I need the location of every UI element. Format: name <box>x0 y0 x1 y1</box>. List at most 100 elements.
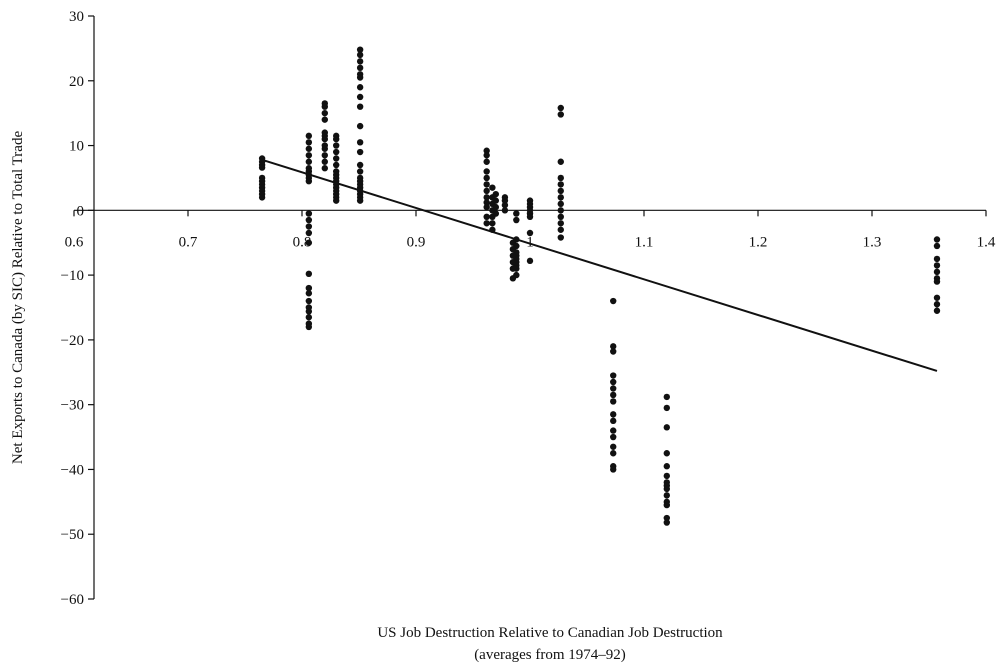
y-tick-label: −40 <box>61 462 84 478</box>
y-tick-label: −30 <box>61 398 84 414</box>
trend-line-group <box>261 158 938 372</box>
data-point <box>305 323 313 331</box>
data-point <box>610 343 617 350</box>
data-point <box>557 220 564 227</box>
x-tick-label: 0.8 <box>293 234 312 250</box>
data-point <box>509 258 517 266</box>
data-point <box>483 152 490 159</box>
data-point <box>933 255 941 263</box>
data-point <box>483 194 490 201</box>
data-point <box>513 216 520 224</box>
data-point <box>305 270 313 278</box>
data-point <box>610 372 617 379</box>
data-point <box>333 148 340 156</box>
data-point <box>509 265 517 272</box>
data-point <box>356 103 364 110</box>
y-axis-title: Net Exports to Canada (by SIC) Relative … <box>10 131 26 465</box>
data-point <box>356 139 364 146</box>
data-point <box>513 210 520 217</box>
data-point <box>356 64 364 72</box>
data-point <box>483 199 490 206</box>
data-point <box>610 417 617 425</box>
data-point <box>305 210 313 217</box>
data-point <box>483 147 490 154</box>
data-point <box>663 485 670 493</box>
x-tick-label: 0.9 <box>407 234 426 250</box>
data-point <box>501 207 509 214</box>
data-point <box>305 308 313 315</box>
data-point <box>610 443 617 450</box>
data-point <box>933 278 941 285</box>
data-point <box>557 158 564 165</box>
data-point <box>483 203 490 211</box>
y-tick-label: 20 <box>69 74 84 90</box>
data-point <box>305 314 313 321</box>
data-point <box>305 297 313 305</box>
data-point <box>610 348 617 355</box>
data-point <box>483 158 490 165</box>
data-point <box>321 145 328 152</box>
data-point <box>933 301 941 308</box>
data-point <box>509 246 517 253</box>
data-points <box>258 46 941 526</box>
x-axis-subtitle: (averages from 1974–92) <box>474 647 626 663</box>
data-point <box>321 103 328 110</box>
data-point <box>610 385 617 392</box>
data-point <box>356 197 364 204</box>
data-point <box>557 194 564 201</box>
data-point <box>305 177 313 185</box>
data-point <box>489 220 496 227</box>
x-tick-label: 1.1 <box>635 234 654 250</box>
data-point <box>663 393 670 401</box>
data-point <box>663 424 670 431</box>
data-point <box>526 257 534 265</box>
data-point <box>321 116 328 123</box>
y-tick-label: −20 <box>61 333 84 349</box>
data-point <box>356 74 364 81</box>
data-point <box>933 236 941 243</box>
data-point <box>356 46 364 53</box>
x-tick-label: 1.4 <box>977 234 996 250</box>
data-point <box>557 174 564 182</box>
data-point <box>356 168 364 175</box>
trend-line <box>261 158 938 372</box>
data-point <box>356 161 364 169</box>
x-tick-label: 1 <box>526 234 534 250</box>
data-point <box>557 226 564 233</box>
data-point <box>663 519 670 526</box>
data-point <box>663 404 670 412</box>
y-tick-label: −50 <box>61 527 84 543</box>
data-point <box>305 145 313 152</box>
data-point <box>483 174 490 182</box>
data-point <box>305 152 313 159</box>
data-point <box>321 165 328 172</box>
data-point <box>663 463 670 470</box>
data-point <box>483 181 490 188</box>
data-point <box>610 427 617 434</box>
data-point <box>305 239 313 246</box>
x-tick-label: 0.7 <box>179 234 198 250</box>
data-point <box>305 158 313 165</box>
data-point <box>610 297 617 305</box>
data-point <box>305 132 313 140</box>
data-point <box>501 201 509 209</box>
data-point <box>557 200 564 208</box>
data-point <box>305 290 313 297</box>
data-point <box>610 433 617 441</box>
data-point <box>610 378 617 386</box>
data-point <box>557 111 564 118</box>
data-point <box>557 207 564 214</box>
data-point <box>483 220 490 227</box>
data-point <box>305 216 313 224</box>
data-point <box>333 135 340 143</box>
data-point <box>663 501 670 509</box>
data-point <box>492 190 499 198</box>
y-tick-label: −60 <box>61 592 84 608</box>
data-point <box>557 104 564 112</box>
data-point <box>526 229 534 237</box>
x-tick-label: 0.6 <box>65 234 84 250</box>
data-point <box>305 284 313 292</box>
data-point <box>483 168 490 175</box>
data-point <box>321 152 328 159</box>
